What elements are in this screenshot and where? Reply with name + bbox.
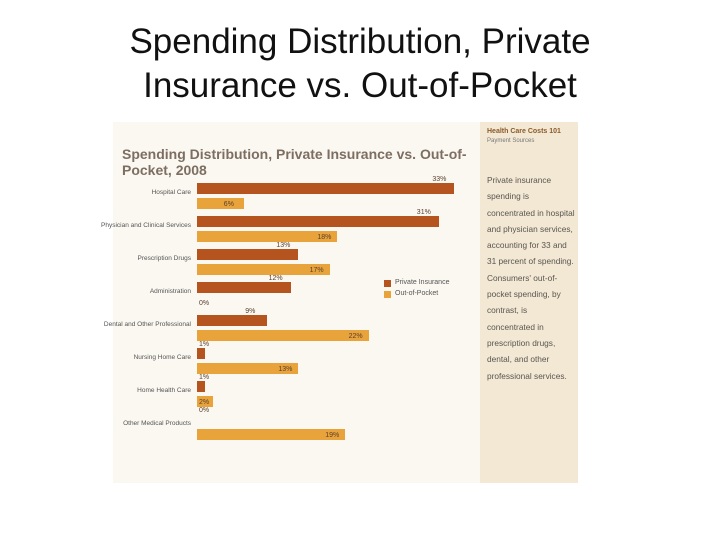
- bar: [197, 315, 268, 326]
- category-label: Physician and Clinical Services: [101, 222, 191, 229]
- bar: [197, 396, 213, 407]
- value-label: 31%: [416, 209, 431, 216]
- bar: [197, 249, 299, 260]
- value-label: 0%: [199, 407, 210, 414]
- sidebar: [480, 122, 578, 483]
- value-label: 18%: [317, 234, 332, 241]
- legend-swatch: [384, 291, 391, 298]
- value-label: 19%: [325, 432, 340, 439]
- legend-label: Private Insurance: [395, 279, 450, 286]
- category-label: Dental and Other Professional: [103, 321, 191, 328]
- bar: [197, 363, 299, 374]
- value-label: 9%: [245, 308, 256, 315]
- slide-title: Spending Distribution, Private Insurance…: [129, 22, 591, 105]
- value-label: 12%: [268, 275, 283, 282]
- value-label: 1%: [199, 341, 210, 348]
- value-label: 13%: [276, 242, 291, 249]
- category-label: Home Health Care: [137, 387, 191, 394]
- bar: [197, 231, 338, 242]
- value-label: 22%: [348, 333, 363, 340]
- value-label: 1%: [199, 374, 210, 381]
- bar: [197, 216, 439, 227]
- bar: [197, 183, 455, 194]
- category-label: Hospital Care: [151, 189, 191, 196]
- bar: [197, 264, 330, 275]
- value-label: 0%: [199, 300, 210, 307]
- bar: [197, 198, 244, 209]
- value-label: 6%: [223, 201, 234, 208]
- bar: [197, 282, 291, 293]
- sidebar-text: Private insurance spending is concentrat…: [487, 175, 575, 381]
- bar: [197, 330, 369, 341]
- chart-title: Spending Distribution, Private Insurance…: [122, 146, 467, 178]
- category-label: Other Medical Products: [123, 420, 191, 427]
- category-label: Nursing Home Care: [133, 354, 191, 361]
- value-label: 13%: [278, 366, 293, 373]
- value-label: 33%: [432, 176, 447, 183]
- category-label: Prescription Drugs: [137, 255, 191, 262]
- value-label: 17%: [309, 267, 324, 274]
- legend-label: Out-of-Pocket: [395, 290, 439, 297]
- legend-swatch: [384, 280, 391, 287]
- value-label: 2%: [199, 399, 210, 406]
- bar: [197, 381, 205, 392]
- bar: [197, 348, 205, 359]
- category-label: Administration: [149, 288, 191, 295]
- bar: [197, 429, 346, 440]
- sidebar-heading: Health Care Costs 101: [487, 128, 561, 135]
- sidebar-subheading: Payment Sources: [487, 138, 535, 144]
